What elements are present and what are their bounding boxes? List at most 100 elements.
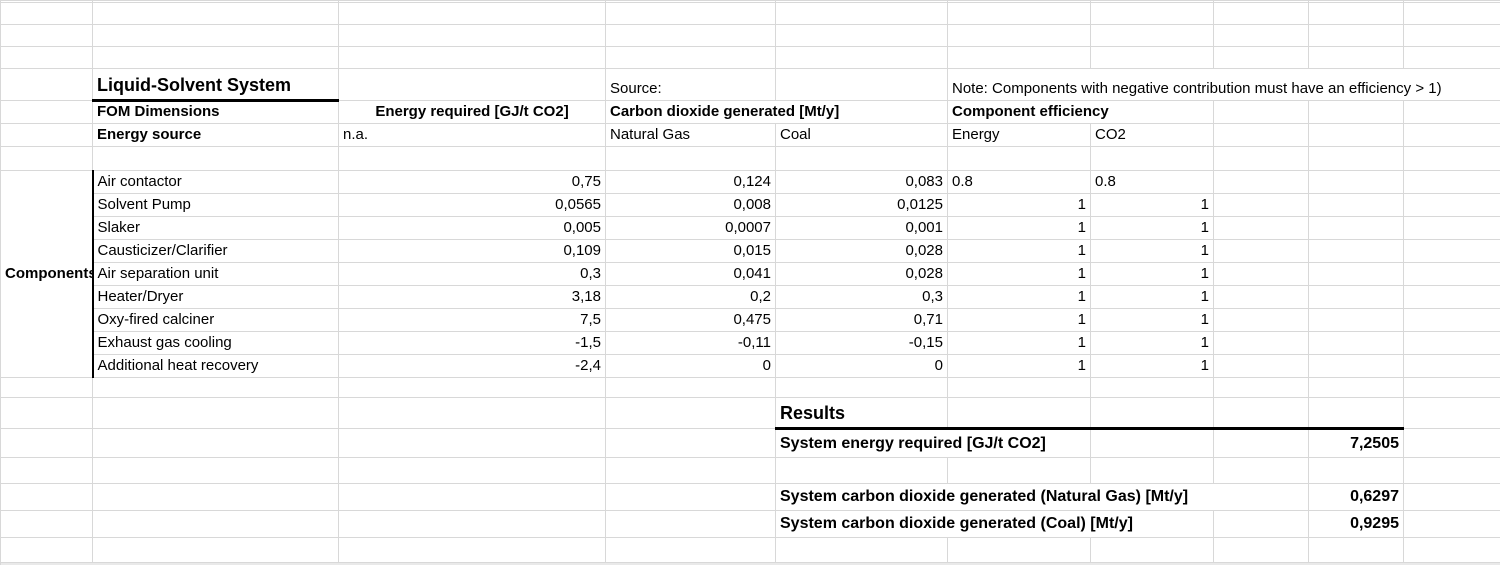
- empty-cell[interactable]: [1403, 285, 1500, 309]
- header-coal[interactable]: Coal: [775, 123, 948, 147]
- cell-eff-energy[interactable]: 1: [947, 216, 1091, 240]
- empty-cell[interactable]: [1090, 428, 1214, 458]
- header-energy-source[interactable]: Energy source: [92, 123, 339, 147]
- empty-cell[interactable]: [92, 428, 339, 458]
- header-efficiency-co2[interactable]: CO2: [1090, 123, 1214, 147]
- empty-cell[interactable]: [1308, 262, 1404, 286]
- cell-co2-coal[interactable]: 0,71: [775, 308, 948, 332]
- note-text[interactable]: Note: Components with negative contribut…: [947, 68, 1500, 101]
- empty-cell[interactable]: [1308, 308, 1404, 332]
- empty-cell[interactable]: [1308, 285, 1404, 309]
- cell-component-name[interactable]: Solvent Pump: [92, 193, 339, 217]
- empty-cell[interactable]: [1090, 46, 1214, 69]
- cell-eff-co2[interactable]: 1: [1090, 262, 1214, 286]
- empty-cell[interactable]: [338, 483, 606, 511]
- cell-co2-natural-gas[interactable]: 0,2: [605, 285, 776, 309]
- cell-eff-energy[interactable]: 1: [947, 239, 1091, 263]
- empty-cell[interactable]: [0, 46, 93, 69]
- empty-cell[interactable]: [1403, 46, 1500, 69]
- cell-energy-required[interactable]: 0,005: [338, 216, 606, 240]
- empty-cell[interactable]: [775, 46, 948, 69]
- empty-cell[interactable]: [1403, 216, 1500, 240]
- empty-cell[interactable]: [0, 483, 93, 511]
- empty-cell[interactable]: [1403, 2, 1500, 25]
- empty-cell[interactable]: [1403, 123, 1500, 147]
- header-efficiency-energy[interactable]: Energy: [947, 123, 1091, 147]
- empty-cell[interactable]: [92, 2, 339, 25]
- cell-co2-coal[interactable]: 0: [775, 354, 948, 378]
- empty-cell[interactable]: [605, 537, 776, 563]
- cell-energy-required[interactable]: -1,5: [338, 331, 606, 355]
- cell-co2-coal[interactable]: -0,15: [775, 331, 948, 355]
- empty-cell[interactable]: [947, 146, 1091, 171]
- empty-cell[interactable]: [1308, 146, 1404, 171]
- cell-eff-energy[interactable]: 0.8: [947, 170, 1091, 194]
- empty-cell[interactable]: [338, 68, 606, 101]
- empty-cell[interactable]: [1308, 331, 1404, 355]
- cell-co2-coal[interactable]: 0,3: [775, 285, 948, 309]
- cell-co2-natural-gas[interactable]: 0,124: [605, 170, 776, 194]
- empty-cell[interactable]: [1090, 377, 1214, 398]
- components-block-label[interactable]: Components: [0, 170, 94, 378]
- empty-cell[interactable]: [0, 377, 93, 398]
- empty-cell[interactable]: [1213, 428, 1309, 458]
- cell-energy-required[interactable]: 0,75: [338, 170, 606, 194]
- empty-cell[interactable]: [338, 377, 606, 398]
- empty-cell[interactable]: [92, 457, 339, 484]
- empty-cell[interactable]: [605, 2, 776, 25]
- empty-cell[interactable]: [605, 428, 776, 458]
- result-co2-ng-label[interactable]: System carbon dioxide generated (Natural…: [775, 483, 1309, 511]
- empty-cell[interactable]: [1308, 193, 1404, 217]
- cell-co2-natural-gas[interactable]: 0,475: [605, 308, 776, 332]
- empty-cell[interactable]: [1403, 262, 1500, 286]
- empty-cell[interactable]: [92, 397, 339, 429]
- cell-component-name[interactable]: Oxy-fired calciner: [92, 308, 339, 332]
- cell-co2-coal[interactable]: 0,0125: [775, 193, 948, 217]
- cell-energy-source-na[interactable]: n.a.: [338, 123, 606, 147]
- header-fom-dimensions[interactable]: FOM Dimensions: [92, 100, 339, 124]
- cell-co2-coal[interactable]: 0,001: [775, 216, 948, 240]
- empty-cell[interactable]: [0, 24, 93, 47]
- empty-cell[interactable]: [605, 457, 776, 484]
- empty-cell[interactable]: [1213, 331, 1309, 355]
- empty-cell[interactable]: [947, 2, 1091, 25]
- empty-cell[interactable]: [775, 24, 948, 47]
- empty-cell[interactable]: [0, 537, 93, 563]
- empty-cell[interactable]: [947, 24, 1091, 47]
- header-component-efficiency[interactable]: Component efficiency: [947, 100, 1214, 124]
- empty-cell[interactable]: [1213, 354, 1309, 378]
- empty-cell[interactable]: [1308, 46, 1404, 69]
- empty-cell[interactable]: [1213, 510, 1309, 538]
- empty-cell[interactable]: [1213, 46, 1309, 69]
- cell-component-name[interactable]: Air contactor: [92, 170, 339, 194]
- cell-eff-co2[interactable]: 0.8: [1090, 170, 1214, 194]
- empty-cell[interactable]: [775, 457, 948, 484]
- empty-cell[interactable]: [92, 24, 339, 47]
- cell-energy-required[interactable]: 0,0565: [338, 193, 606, 217]
- empty-cell[interactable]: [92, 46, 339, 69]
- empty-cell[interactable]: [1403, 428, 1500, 458]
- empty-cell[interactable]: [775, 146, 948, 171]
- empty-cell[interactable]: [1213, 239, 1309, 263]
- empty-cell[interactable]: [1090, 537, 1214, 563]
- empty-cell[interactable]: [1213, 457, 1309, 484]
- cell-eff-energy[interactable]: 1: [947, 331, 1091, 355]
- empty-cell[interactable]: [1403, 377, 1500, 398]
- result-co2-ng-value[interactable]: 0,6297: [1308, 483, 1404, 511]
- result-co2-coal-label[interactable]: System carbon dioxide generated (Coal) […: [775, 510, 1214, 538]
- cell-eff-energy[interactable]: 1: [947, 262, 1091, 286]
- empty-cell[interactable]: [1213, 262, 1309, 286]
- cell-component-name[interactable]: Additional heat recovery: [92, 354, 339, 378]
- empty-cell[interactable]: [1308, 354, 1404, 378]
- empty-cell[interactable]: [338, 146, 606, 171]
- empty-cell[interactable]: [1308, 170, 1404, 194]
- empty-cell[interactable]: [0, 397, 93, 429]
- results-title[interactable]: Results: [775, 397, 948, 430]
- empty-cell[interactable]: [605, 24, 776, 47]
- header-natural-gas[interactable]: Natural Gas: [605, 123, 776, 147]
- empty-cell[interactable]: [0, 146, 93, 171]
- empty-cell[interactable]: [0, 2, 93, 25]
- empty-cell[interactable]: [947, 397, 1091, 430]
- header-energy-required[interactable]: Energy required [GJ/t CO2]: [338, 100, 606, 124]
- cell-energy-required[interactable]: 0,3: [338, 262, 606, 286]
